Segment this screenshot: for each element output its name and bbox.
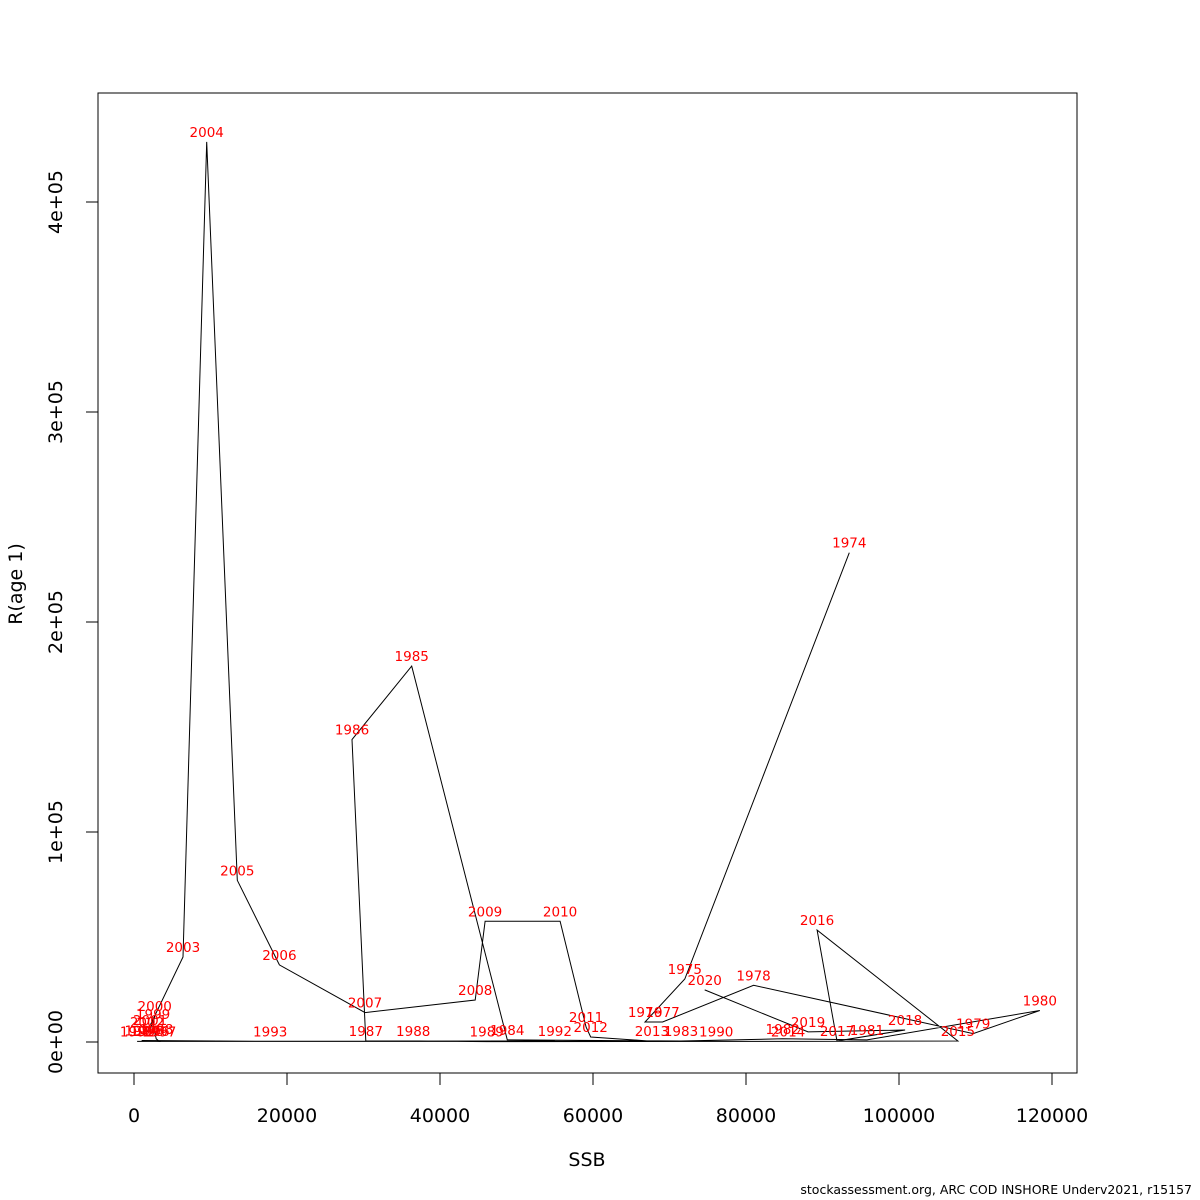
year-label-1977: 1977: [645, 1005, 679, 1021]
year-label-1984: 1984: [490, 1023, 524, 1039]
x-tick-label: 60000: [563, 1105, 623, 1127]
x-tick-label: 80000: [716, 1105, 776, 1127]
year-label-1998: 1998: [139, 1022, 173, 1038]
recruitment-line: [137, 141, 1040, 1043]
year-label-1975: 1975: [668, 962, 702, 978]
x-tick-label: 0: [128, 1105, 140, 1127]
year-label-1991: 1991: [120, 1024, 154, 1040]
year-label-2002: 2002: [130, 1015, 164, 1031]
year-label-1996: 1996: [135, 1024, 169, 1040]
y-tick-label: 3e+05: [45, 380, 67, 444]
year-label-1983: 1983: [664, 1024, 698, 1040]
y-tick-label: 2e+05: [45, 590, 67, 654]
x-tick-label: 20000: [257, 1105, 317, 1127]
year-label-1989: 1989: [470, 1025, 504, 1041]
y-axis-title: R(age 1): [5, 543, 27, 625]
year-label-1990: 1990: [699, 1024, 733, 1040]
year-label-1987: 1987: [349, 1024, 383, 1040]
year-label-1986: 1986: [335, 723, 369, 739]
year-label-2003: 2003: [166, 940, 200, 956]
year-label-1985: 1985: [395, 649, 429, 665]
year-label-2019: 2019: [791, 1015, 825, 1031]
year-label-2004: 2004: [190, 125, 224, 141]
year-label-1997: 1997: [142, 1024, 176, 1040]
year-label-2011: 2011: [569, 1010, 603, 1026]
year-label-2017: 2017: [820, 1024, 854, 1040]
year-label-2000: 2000: [138, 999, 172, 1015]
year-label-1980: 1980: [1023, 994, 1057, 1010]
year-label-2010: 2010: [543, 904, 577, 920]
year-label-2005: 2005: [220, 863, 254, 879]
year-label-2014: 2014: [771, 1024, 805, 1040]
year-label-1976: 1976: [628, 1005, 662, 1021]
year-label-1994: 1994: [125, 1024, 159, 1040]
year-label-2012: 2012: [574, 1020, 608, 1036]
year-label-2016: 2016: [800, 913, 834, 929]
year-label-2018: 2018: [888, 1013, 922, 1029]
year-label-1979: 1979: [956, 1017, 990, 1033]
year-label-2006: 2006: [262, 948, 296, 964]
year-label-2015: 2015: [941, 1024, 975, 1040]
year-label-1982: 1982: [766, 1022, 800, 1038]
year-label-1995: 1995: [130, 1024, 164, 1040]
x-tick-label: 120000: [1016, 1105, 1089, 1127]
year-label-1993: 1993: [253, 1024, 287, 1040]
year-label-1978: 1978: [736, 968, 770, 984]
y-tick-label: 4e+05: [45, 170, 67, 234]
year-label-1988: 1988: [396, 1024, 430, 1040]
footer-attribution: stockassessment.org, ARC COD INSHORE Und…: [800, 1182, 1192, 1197]
year-label-1981: 1981: [850, 1023, 884, 1039]
x-tick-label: 40000: [410, 1105, 470, 1127]
year-label-2008: 2008: [458, 983, 492, 999]
year-label-2001: 2001: [133, 1013, 167, 1029]
year-label-2020: 2020: [688, 973, 722, 989]
plot-border: [97, 92, 1078, 1074]
year-label-1974: 1974: [832, 536, 866, 552]
year-label-2009: 2009: [468, 904, 502, 920]
year-label-2007: 2007: [348, 996, 382, 1012]
y-tick-label: 1e+05: [45, 800, 67, 864]
year-label-1999: 1999: [136, 1007, 170, 1023]
y-tick-label: 0e+00: [45, 1010, 67, 1074]
x-axis-title: SSB: [568, 1149, 606, 1171]
year-label-2013: 2013: [635, 1024, 669, 1040]
x-tick-label: 100000: [863, 1105, 936, 1127]
year-label-1992: 1992: [538, 1024, 572, 1040]
